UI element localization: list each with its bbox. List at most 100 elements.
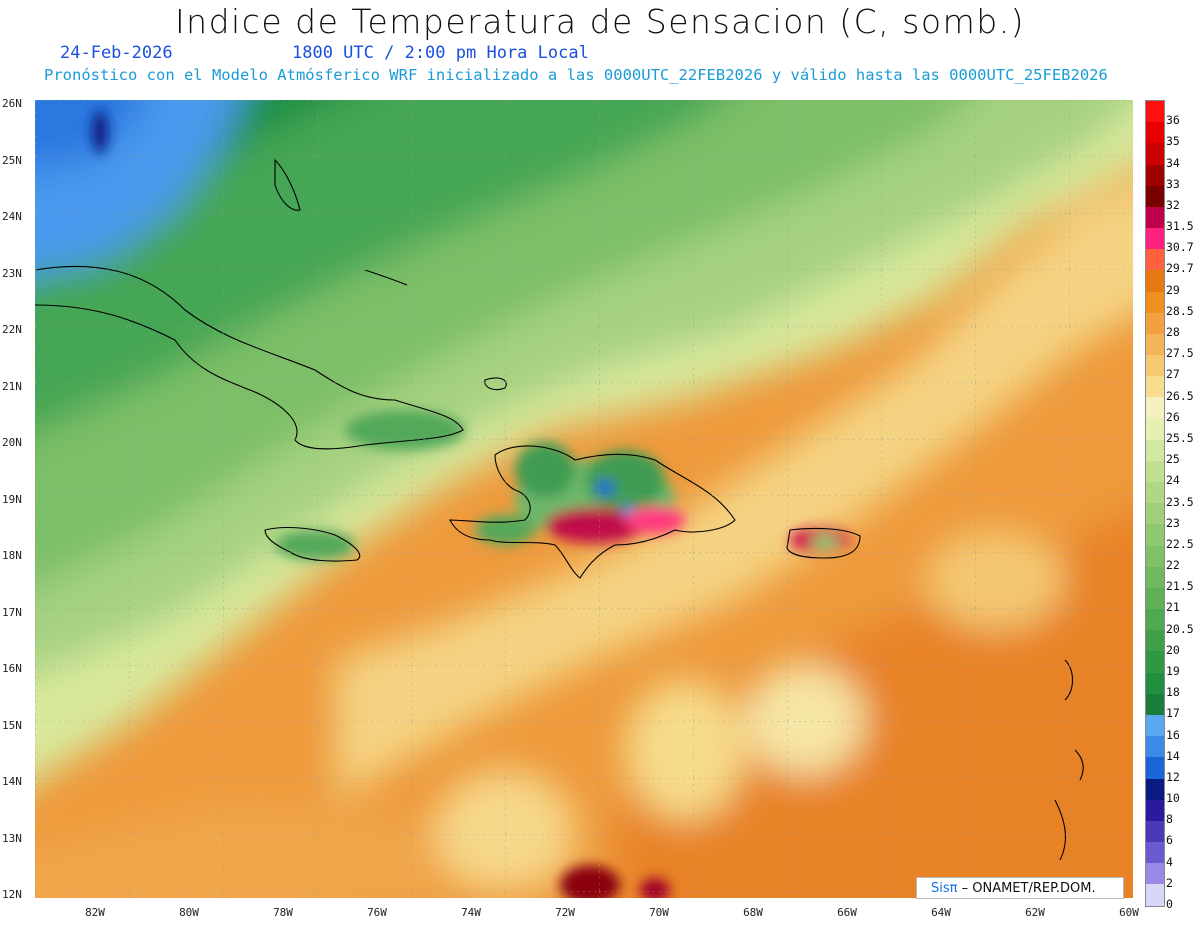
colorbar-label: 36 (1166, 113, 1180, 128)
colorbar-swatch (1146, 799, 1164, 821)
colorbar-label: 33 (1166, 176, 1180, 191)
colorbar-label: 26 (1166, 409, 1180, 424)
lat-label: 12N (2, 888, 22, 901)
colorbar-swatch (1146, 587, 1164, 610)
lat-label: 20N (2, 436, 22, 449)
lon-label: 76W (367, 906, 387, 919)
colorbar-swatch (1146, 884, 1164, 906)
lon-label: 72W (555, 906, 575, 919)
colorbar-label: 8 (1166, 812, 1173, 827)
colorbar-label: 25 (1166, 452, 1180, 467)
colorbar-label: 26.5 (1166, 388, 1194, 403)
lon-label: 68W (743, 906, 763, 919)
valid-time: 1800 UTC / 2:00 pm Hora Local (292, 43, 589, 63)
lat-label: 16N (2, 662, 22, 675)
colorbar-label: 16 (1166, 727, 1180, 742)
valid-date: 24-Feb-2026 (60, 43, 173, 63)
credit-brand: Sisπ (931, 881, 958, 896)
colorbar-swatch (1146, 312, 1164, 334)
colorbar-label: 31.5 (1166, 219, 1194, 234)
lon-label: 74W (461, 906, 481, 919)
colorbar-label: 21 (1166, 600, 1180, 615)
lat-label: 25N (2, 153, 22, 167)
colorbar-label: 19 (1166, 663, 1180, 678)
colorbar-swatch (1146, 355, 1164, 377)
lon-label: 60W (1119, 906, 1139, 919)
colorbar-swatch (1146, 164, 1164, 186)
lat-label: 15N (2, 718, 22, 732)
colorbar-label: 22 (1166, 558, 1180, 573)
colorbar-swatch (1146, 333, 1164, 356)
colorbar-swatch (1146, 863, 1164, 885)
chart-title: Indice de Temperatura de Sensacion (C, s… (174, 2, 1026, 41)
lat-label: 18N (2, 549, 22, 562)
lat-label: 26N (2, 97, 22, 110)
lon-label: 70W (649, 906, 669, 919)
colorbar-swatch (1146, 482, 1164, 504)
lon-label: 64W (931, 906, 951, 919)
lat-label: 13N (2, 831, 22, 845)
colorbar-label: 28 (1166, 325, 1180, 340)
colorbar-swatch (1146, 630, 1164, 652)
colorbar-swatch (1146, 545, 1164, 567)
colorbar-label: 30.7 (1166, 240, 1194, 255)
forecast-info: Pronóstico con el Modelo Atmósferico WRF… (44, 66, 1108, 84)
colorbar-label: 32 (1166, 197, 1180, 212)
lat-lon-grid (35, 100, 1133, 898)
lon-label: 80W (179, 906, 199, 919)
colorbar-swatch (1146, 524, 1164, 546)
colorbar-swatch (1146, 693, 1164, 715)
colorbar-swatch (1146, 376, 1164, 398)
colorbar-label: 25.5 (1166, 430, 1194, 445)
colorbar-swatch (1146, 270, 1164, 292)
colorbar-swatch (1146, 714, 1164, 737)
colorbar-swatch (1146, 101, 1164, 123)
colorbar-label: 20 (1166, 642, 1180, 657)
colorbar-label: 23 (1166, 515, 1180, 530)
colorbar-label: 10 (1166, 791, 1180, 806)
colorbar-swatch (1146, 503, 1164, 525)
credit-box: Sisπ – ONAMET/REP.DOM. (916, 877, 1124, 899)
colorbar-label: 21.5 (1166, 579, 1194, 594)
colorbar-swatch (1146, 249, 1164, 271)
colorbar-swatch (1146, 228, 1164, 250)
colorbar-label: 17 (1166, 706, 1180, 721)
lon-label: 62W (1025, 906, 1045, 919)
colorbar-swatch (1146, 185, 1164, 207)
colorbar-swatch (1146, 397, 1164, 419)
colorbar-label: 28.5 (1166, 303, 1194, 318)
credit-org: – ONAMET/REP.DOM. (957, 881, 1096, 896)
colorbar-swatch (1146, 820, 1164, 843)
colorbar-swatch (1146, 757, 1164, 779)
colorbar-swatch (1146, 291, 1164, 313)
colorbar-swatch (1146, 566, 1164, 588)
colorbar-label: 22.5 (1166, 536, 1194, 551)
lat-label: 17N (2, 605, 22, 619)
colorbar-label: 35 (1166, 134, 1180, 149)
colorbar-swatch (1146, 460, 1164, 483)
lat-label: 14N (2, 775, 22, 788)
lat-label: 23N (2, 266, 22, 280)
colorbar-label: 27 (1166, 367, 1180, 382)
colorbar-swatch (1146, 418, 1164, 440)
lat-label: 19N (2, 492, 22, 506)
lat-label: 21N (2, 379, 22, 393)
colorbar-swatch (1146, 122, 1164, 144)
colorbar-label: 34 (1166, 155, 1180, 170)
colorbar-label: 0 (1166, 897, 1173, 911)
lon-label: 66W (837, 906, 857, 919)
colorbar-label: 14 (1166, 748, 1180, 763)
colorbar-swatch (1146, 842, 1164, 864)
map-area (35, 100, 1133, 898)
colorbar-swatch (1146, 143, 1164, 165)
colorbar-label: 29.7 (1166, 261, 1194, 276)
colorbar-swatch (1146, 651, 1164, 673)
lat-label: 22N (2, 323, 22, 336)
lon-label: 82W (85, 906, 105, 919)
colorbar-label: 18 (1166, 685, 1180, 700)
colorbar-label: 24 (1166, 473, 1180, 488)
colorbar-label: 2 (1166, 875, 1173, 890)
colorbar-label: 23.5 (1166, 494, 1194, 509)
colorbar-swatch (1146, 609, 1164, 631)
colorbar-label: 27.5 (1166, 346, 1194, 361)
